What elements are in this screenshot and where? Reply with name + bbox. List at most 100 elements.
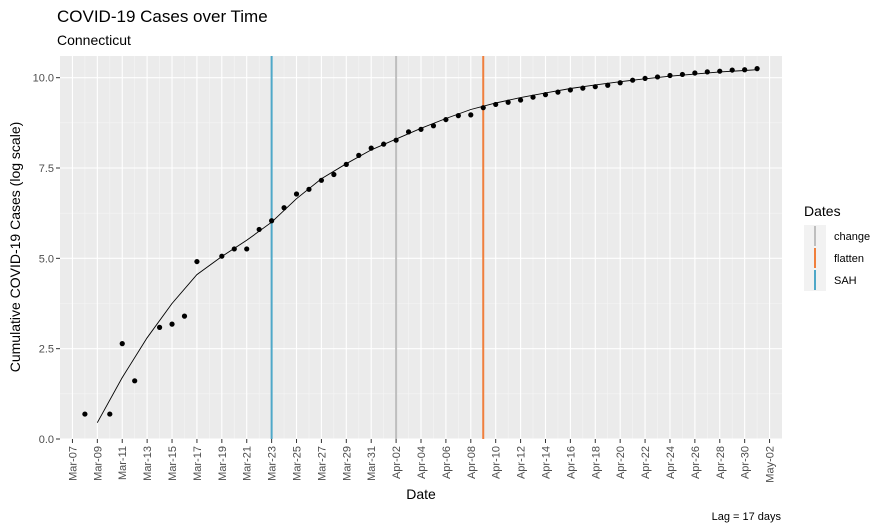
x-tick-label: Apr-02: [391, 446, 403, 479]
data-point: [754, 66, 760, 72]
data-point: [580, 85, 586, 91]
y-tick-label: 0.0: [39, 434, 54, 446]
data-point: [231, 246, 237, 252]
data-point: [381, 141, 387, 147]
x-tick-label: Apr-20: [615, 446, 627, 479]
x-tick-label: Mar-27: [316, 446, 328, 481]
data-point: [219, 253, 225, 259]
data-point: [654, 74, 661, 80]
data-point: [430, 123, 437, 129]
chart-subtitle: Connecticut: [57, 32, 131, 48]
data-point: [605, 82, 611, 88]
date-vlines: [270, 56, 485, 439]
data-point: [331, 171, 337, 178]
data-point: [181, 313, 188, 319]
major-gridlines: [60, 56, 782, 440]
data-point: [642, 75, 648, 82]
data-point: [729, 67, 735, 73]
data-point: [455, 113, 461, 119]
x-tick-label: Mar-21: [242, 446, 254, 481]
data-point: [704, 69, 710, 75]
legend-label-sah: SAH: [834, 275, 857, 287]
x-tick-label: Mar-17: [192, 446, 204, 481]
data-point: [393, 137, 399, 143]
data-point: [194, 258, 200, 265]
data-point: [156, 324, 163, 330]
data-point: [356, 152, 362, 158]
data-point: [82, 411, 88, 417]
data-point: [555, 89, 561, 95]
x-tick-label: Mar-13: [142, 446, 154, 481]
data-point: [443, 116, 449, 123]
legend-title: Dates: [804, 203, 841, 219]
chart-title: COVID-19 Cases over Time: [57, 7, 268, 26]
x-tick-label: May-02: [765, 446, 777, 483]
data-point: [667, 72, 673, 79]
x-tick-label: Mar-19: [217, 446, 229, 481]
x-tick-label: Apr-10: [491, 446, 503, 479]
data-point: [169, 321, 175, 327]
data-point: [368, 145, 374, 151]
data-point: [343, 161, 349, 167]
data-point: [119, 341, 125, 347]
x-tick-label: Mar-11: [117, 446, 129, 480]
x-tick-label: Apr-08: [466, 446, 478, 479]
x-tick-label: Mar-09: [92, 446, 104, 481]
x-axis: Mar-07 Mar-09 Mar-11 Mar-13 Mar-15 Mar-17 Mar-…: [67, 439, 777, 483]
data-point: [405, 129, 412, 135]
x-tick-label: Apr-22: [640, 446, 652, 479]
x-axis-title: Date: [406, 486, 436, 502]
data-point: [679, 71, 686, 78]
x-tick-label: Apr-12: [516, 446, 528, 479]
x-tick-label: Mar-23: [267, 446, 279, 481]
y-tick-label: 2.5: [39, 344, 54, 356]
data-point: [107, 411, 113, 417]
data-point: [132, 378, 138, 384]
data-point: [542, 92, 549, 98]
data-points: [82, 66, 760, 417]
x-tick-label: Apr-26: [690, 446, 702, 479]
data-point: [505, 99, 511, 105]
data-point: [306, 186, 312, 192]
x-tick-label: Mar-29: [341, 446, 353, 481]
x-tick-label: Mar-15: [167, 446, 179, 481]
data-point: [293, 191, 300, 197]
data-point: [480, 105, 486, 111]
x-tick-label: Apr-14: [541, 446, 553, 479]
data-point: [269, 218, 275, 224]
x-tick-label: Apr-24: [665, 446, 677, 479]
x-tick-label: Mar-07: [67, 446, 79, 481]
x-tick-label: Apr-06: [441, 446, 453, 479]
y-axis-title: Cumulative COVID-19 Cases (log scale): [7, 122, 23, 373]
data-point: [468, 112, 474, 118]
data-point: [517, 97, 524, 103]
data-point: [592, 84, 598, 90]
legend-label-change: change: [834, 231, 870, 243]
y-tick-label: 5.0: [39, 253, 54, 265]
x-tick-label: Apr-16: [565, 446, 577, 479]
data-point: [692, 70, 698, 76]
data-point: [530, 94, 536, 100]
data-point: [630, 77, 636, 83]
legend-label-flatten: flatten: [834, 253, 864, 265]
data-point: [493, 101, 499, 108]
x-tick-label: Mar-25: [292, 446, 304, 481]
data-point: [318, 177, 325, 183]
x-tick-label: Apr-30: [740, 446, 752, 479]
data-point: [281, 205, 287, 211]
y-axis: 0.0 2.5 5.0 7.5 10.0: [33, 73, 60, 446]
data-point: [567, 87, 573, 93]
data-point: [742, 67, 748, 73]
data-point: [256, 226, 262, 233]
data-point: [418, 126, 424, 132]
x-tick-label: Apr-18: [590, 446, 602, 479]
data-point: [717, 68, 723, 74]
legend: Dates change flatten SAH: [804, 203, 870, 291]
x-tick-label: Apr-28: [715, 446, 727, 479]
data-point: [617, 80, 623, 86]
x-tick-label: Mar-31: [366, 446, 378, 481]
data-point: [244, 246, 250, 252]
y-tick-label: 10.0: [33, 73, 54, 85]
chart-caption: Lag = 17 days: [712, 511, 782, 523]
